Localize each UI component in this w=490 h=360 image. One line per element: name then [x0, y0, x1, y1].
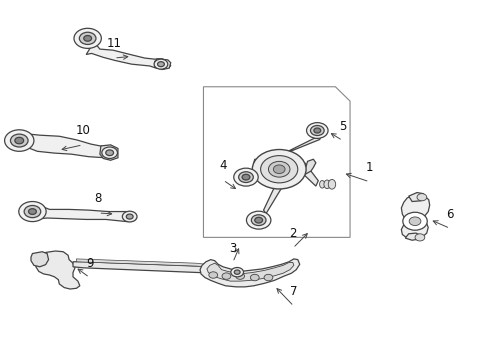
Polygon shape — [76, 259, 217, 267]
Ellipse shape — [324, 180, 330, 189]
Text: 2: 2 — [289, 227, 296, 240]
Circle shape — [24, 206, 41, 218]
Text: 5: 5 — [339, 120, 346, 133]
Ellipse shape — [328, 180, 336, 189]
Circle shape — [209, 272, 218, 278]
Polygon shape — [86, 42, 171, 69]
Circle shape — [79, 32, 96, 44]
Text: 9: 9 — [86, 257, 94, 270]
Circle shape — [74, 28, 101, 48]
Circle shape — [234, 168, 258, 186]
Polygon shape — [401, 194, 430, 239]
Circle shape — [28, 209, 36, 215]
Text: 10: 10 — [75, 124, 90, 137]
Circle shape — [273, 165, 285, 174]
Circle shape — [126, 214, 133, 219]
Circle shape — [10, 134, 28, 147]
Circle shape — [242, 174, 250, 180]
Circle shape — [102, 147, 118, 158]
Circle shape — [158, 62, 164, 67]
Circle shape — [255, 217, 263, 223]
Polygon shape — [409, 193, 426, 202]
Circle shape — [403, 212, 427, 230]
Circle shape — [269, 161, 290, 177]
Text: 3: 3 — [229, 242, 237, 255]
Polygon shape — [207, 262, 294, 281]
Circle shape — [251, 215, 266, 226]
Circle shape — [19, 202, 46, 222]
Circle shape — [122, 211, 137, 222]
Circle shape — [222, 273, 231, 279]
Circle shape — [106, 150, 114, 156]
Text: 8: 8 — [95, 192, 102, 205]
Text: 7: 7 — [290, 285, 297, 298]
Circle shape — [154, 59, 168, 69]
Polygon shape — [73, 262, 241, 275]
Polygon shape — [301, 163, 319, 186]
Polygon shape — [28, 134, 116, 158]
Circle shape — [15, 137, 24, 144]
Circle shape — [234, 270, 240, 274]
Circle shape — [415, 234, 425, 241]
Text: 6: 6 — [446, 207, 454, 221]
Polygon shape — [31, 252, 49, 267]
Circle shape — [264, 274, 273, 281]
Circle shape — [231, 267, 244, 277]
Circle shape — [236, 273, 245, 279]
Polygon shape — [100, 145, 118, 160]
Circle shape — [4, 130, 34, 151]
Circle shape — [252, 149, 306, 189]
Ellipse shape — [319, 180, 325, 188]
Circle shape — [314, 128, 321, 133]
Text: 4: 4 — [219, 159, 227, 172]
Circle shape — [307, 123, 328, 138]
Polygon shape — [264, 184, 282, 214]
Circle shape — [261, 156, 298, 183]
Polygon shape — [272, 135, 321, 155]
Circle shape — [311, 126, 324, 135]
Circle shape — [246, 211, 271, 229]
Polygon shape — [200, 259, 300, 287]
Circle shape — [239, 172, 253, 183]
Polygon shape — [405, 233, 421, 240]
Circle shape — [409, 217, 421, 226]
Circle shape — [417, 194, 427, 201]
Circle shape — [250, 274, 259, 281]
Circle shape — [84, 36, 92, 41]
Polygon shape — [155, 59, 171, 69]
Polygon shape — [36, 251, 80, 289]
Polygon shape — [40, 206, 137, 222]
Polygon shape — [298, 159, 316, 178]
Text: 1: 1 — [366, 161, 373, 174]
Text: 11: 11 — [106, 37, 122, 50]
Polygon shape — [254, 159, 260, 177]
